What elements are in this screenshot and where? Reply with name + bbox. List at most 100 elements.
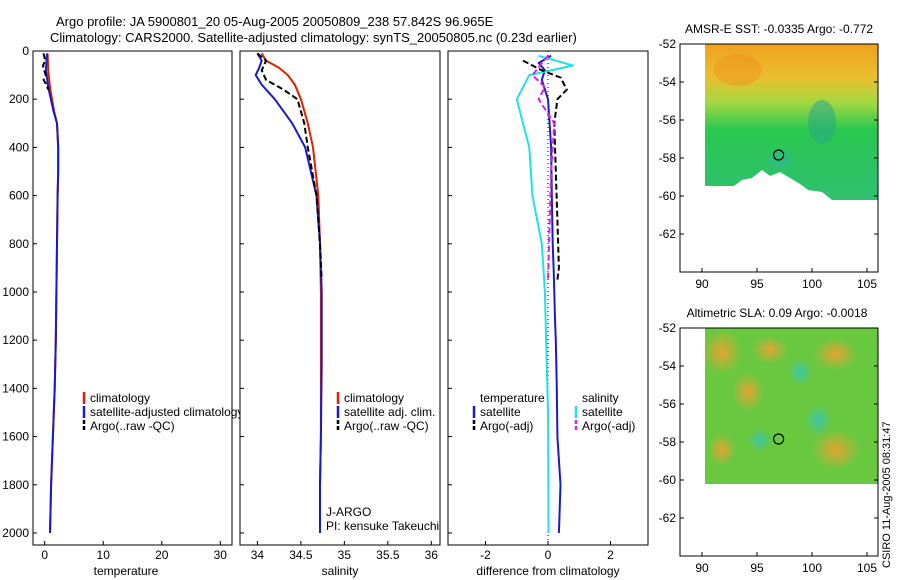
sla-lon-axis: 90 95 100 105 bbox=[695, 552, 877, 575]
sla-map-panel: Altimetric SLA: 0.09 Argo: -0.0018 -52 -5… bbox=[659, 306, 879, 575]
y-tick-label: 1800 bbox=[2, 478, 29, 492]
temperature-x-axis: 0 10 20 30 bbox=[41, 541, 227, 562]
sst-field bbox=[705, 44, 878, 200]
y-tick-label: 800 bbox=[9, 237, 29, 251]
legend-label-temp-satellite: satellite bbox=[480, 405, 521, 419]
sst-map-title: AMSR-E SST: -0.0335 Argo: -0.772 bbox=[685, 22, 873, 36]
sla-patch bbox=[813, 338, 857, 370]
y-tick-label: 600 bbox=[9, 189, 29, 203]
lat-tick-label: -54 bbox=[659, 75, 677, 89]
legend-label-temp-argo: Argo(-adj) bbox=[480, 419, 533, 433]
series-line-argo-raw-qc- bbox=[42, 53, 50, 90]
lat-tick-label: -56 bbox=[659, 397, 677, 411]
y-tick-label: 1600 bbox=[2, 430, 29, 444]
lon-tick-label: 95 bbox=[750, 277, 764, 291]
legend-label-satellite: satellite adj. clim. bbox=[344, 405, 435, 419]
sla-patch bbox=[752, 336, 788, 364]
y-tick-label: 200 bbox=[9, 92, 29, 106]
lat-tick-label: -62 bbox=[659, 227, 677, 241]
x-tick-label: 10 bbox=[97, 548, 111, 562]
lon-tick-label: 100 bbox=[802, 561, 822, 575]
lat-tick-label: -52 bbox=[659, 321, 677, 335]
salinity-x-axis: 34 34.5 35 35.5 36 bbox=[240, 50, 439, 562]
legend-title-temperature: temperature bbox=[480, 391, 545, 405]
header-line2: Climatology: CARS2000. Satellite-adjuste… bbox=[50, 30, 577, 45]
x-tick-label: 0 bbox=[545, 548, 552, 562]
y-tick-label: 1400 bbox=[2, 381, 29, 395]
difference-xlabel: difference from climatology bbox=[476, 564, 619, 578]
salinity-series bbox=[254, 52, 323, 533]
x-tick-label: 34.5 bbox=[289, 548, 313, 562]
salinity-panel: 34 34.5 35 35.5 36 salinity climatology sate… bbox=[239, 50, 441, 578]
lat-tick-label: -52 bbox=[659, 37, 677, 51]
salinity-legend: climatology satellite adj. clim. Argo(..… bbox=[336, 391, 435, 433]
lon-tick-label: 100 bbox=[802, 277, 822, 291]
difference-panel: -2 0 2 difference from climatology tempera… bbox=[447, 50, 649, 578]
salinity-plot-frame bbox=[239, 50, 441, 546]
lon-tick-label: 105 bbox=[857, 277, 877, 291]
header-line1: Argo profile: JA 5900801_20 05-Aug-2005 … bbox=[56, 14, 494, 29]
difference-series bbox=[515, 51, 574, 545]
sst-patch bbox=[714, 54, 762, 86]
lat-tick-label: -56 bbox=[659, 113, 677, 127]
salinity-xlabel: salinity bbox=[322, 564, 359, 578]
temperature-y-axis: 0 200 400 600 800 1000 1200 1400 1600 1800 2000 bbox=[2, 44, 37, 540]
program-label: J-ARGO bbox=[326, 505, 371, 519]
difference-legend: temperature satellite Argo(-adj) salinit… bbox=[472, 391, 635, 433]
series-line-satellite-adj-clim- bbox=[254, 52, 323, 533]
x-tick-label: 35.5 bbox=[376, 548, 400, 562]
sst-patch bbox=[808, 100, 836, 144]
pi-label: PI: kensuke Takeuchi bbox=[326, 519, 439, 533]
x-tick-label: 35 bbox=[338, 548, 352, 562]
lat-tick-label: -58 bbox=[659, 435, 677, 449]
x-tick-label: 20 bbox=[155, 548, 169, 562]
y-tick-label: 1200 bbox=[2, 333, 29, 347]
x-tick-label: -2 bbox=[480, 548, 491, 562]
sla-patch bbox=[812, 430, 860, 470]
sla-patch bbox=[702, 330, 742, 374]
sst-map-panel: AMSR-E SST: -0.0335 Argo: -0.772 -52-54-… bbox=[659, 22, 879, 291]
lat-tick-label: -58 bbox=[659, 151, 677, 165]
sla-patch bbox=[788, 358, 812, 386]
legend-label-climatology: climatology bbox=[344, 391, 404, 405]
series-line-temperature-argo-adj- bbox=[522, 59, 568, 281]
float-location-marker bbox=[773, 433, 785, 445]
y-tick-label: 1000 bbox=[2, 285, 29, 299]
lon-tick-label: 95 bbox=[750, 561, 764, 575]
sst-shape bbox=[705, 44, 878, 200]
lat-tick-label: -60 bbox=[659, 189, 677, 203]
y-tick-label: 2000 bbox=[2, 526, 29, 540]
temperature-xlabel: temperature bbox=[94, 564, 159, 578]
series-line-satellite-adjusted-climatology bbox=[44, 53, 60, 534]
lon-tick-label: 90 bbox=[695, 277, 709, 291]
y-tick-label: 400 bbox=[9, 140, 29, 154]
legend-label-satellite: satellite-adjusted climatology bbox=[90, 405, 243, 419]
lon-tick-label: 105 bbox=[857, 561, 877, 575]
sst-lat-axis: -52 -54 -56 -58 -60 -62 bbox=[659, 37, 878, 241]
sla-field bbox=[702, 328, 878, 484]
temperature-legend: climatology satellite-adjusted climatolo… bbox=[82, 391, 243, 433]
sla-float-marker bbox=[773, 433, 785, 445]
x-tick-label: 30 bbox=[214, 548, 228, 562]
sla-patch bbox=[708, 434, 736, 466]
credit-label: CSIRO 11-Aug-2005 08:31:47 bbox=[881, 421, 893, 568]
lat-tick-label: -60 bbox=[659, 473, 677, 487]
series-line-salinity-argo-adj- bbox=[531, 55, 556, 280]
sla-patch bbox=[732, 372, 764, 412]
sst-float-marker bbox=[773, 149, 785, 161]
sla-map-title: Altimetric SLA: 0.09 Argo: -0.0018 bbox=[687, 306, 868, 320]
x-tick-label: 36 bbox=[425, 548, 439, 562]
legend-label-argo: Argo(..raw -QC) bbox=[90, 419, 175, 433]
sla-patch bbox=[804, 404, 832, 436]
temperature-plot-frame bbox=[32, 50, 233, 546]
x-tick-label: 0 bbox=[41, 548, 48, 562]
legend-title-salinity: salinity bbox=[582, 391, 619, 405]
lon-tick-label: 90 bbox=[695, 561, 709, 575]
temperature-series bbox=[42, 53, 60, 534]
float-location-marker bbox=[773, 149, 785, 161]
series-line-temperature-satellite bbox=[537, 54, 562, 534]
legend-label-climatology: climatology bbox=[90, 391, 150, 405]
sst-lon-axis: 90 95 100 105 bbox=[695, 268, 877, 291]
lat-tick-label: -54 bbox=[659, 359, 677, 373]
